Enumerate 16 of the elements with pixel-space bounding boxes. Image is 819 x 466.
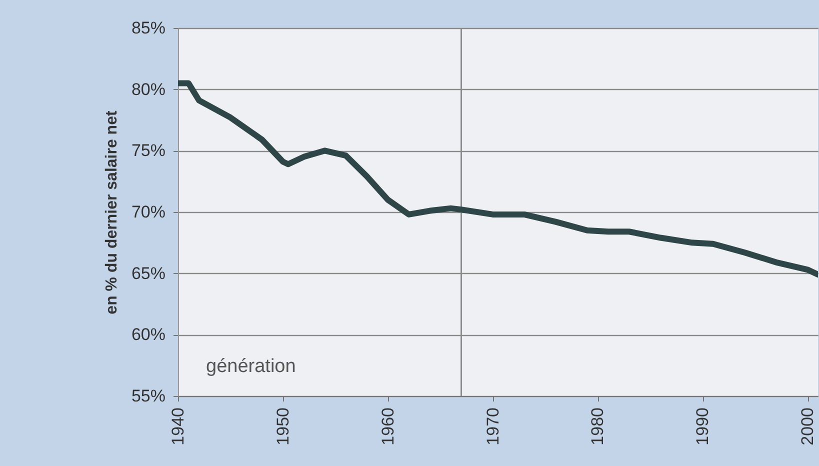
x-tick-label: 1940 bbox=[168, 408, 188, 446]
x-tick-label: 1990 bbox=[693, 408, 712, 446]
y-tick-label: 55% bbox=[131, 386, 166, 406]
x-tick-label: 1960 bbox=[378, 408, 398, 446]
annotation: génération bbox=[206, 356, 296, 377]
y-tick-label: 80% bbox=[131, 80, 166, 99]
y-tick-label: 65% bbox=[131, 264, 166, 283]
x-tick-label: 1980 bbox=[588, 408, 608, 446]
y-tick-label: 70% bbox=[131, 202, 166, 222]
y-axis-title: en % du dernier salaire net bbox=[103, 110, 120, 314]
x-tick-label: 1950 bbox=[273, 408, 292, 446]
x-tick-label: 2000 bbox=[798, 408, 818, 446]
y-tick-label: 60% bbox=[131, 325, 166, 344]
y-tick-label: 75% bbox=[131, 141, 166, 160]
y-tick-label: 85% bbox=[131, 18, 166, 38]
x-tick-label: 1970 bbox=[483, 408, 502, 446]
